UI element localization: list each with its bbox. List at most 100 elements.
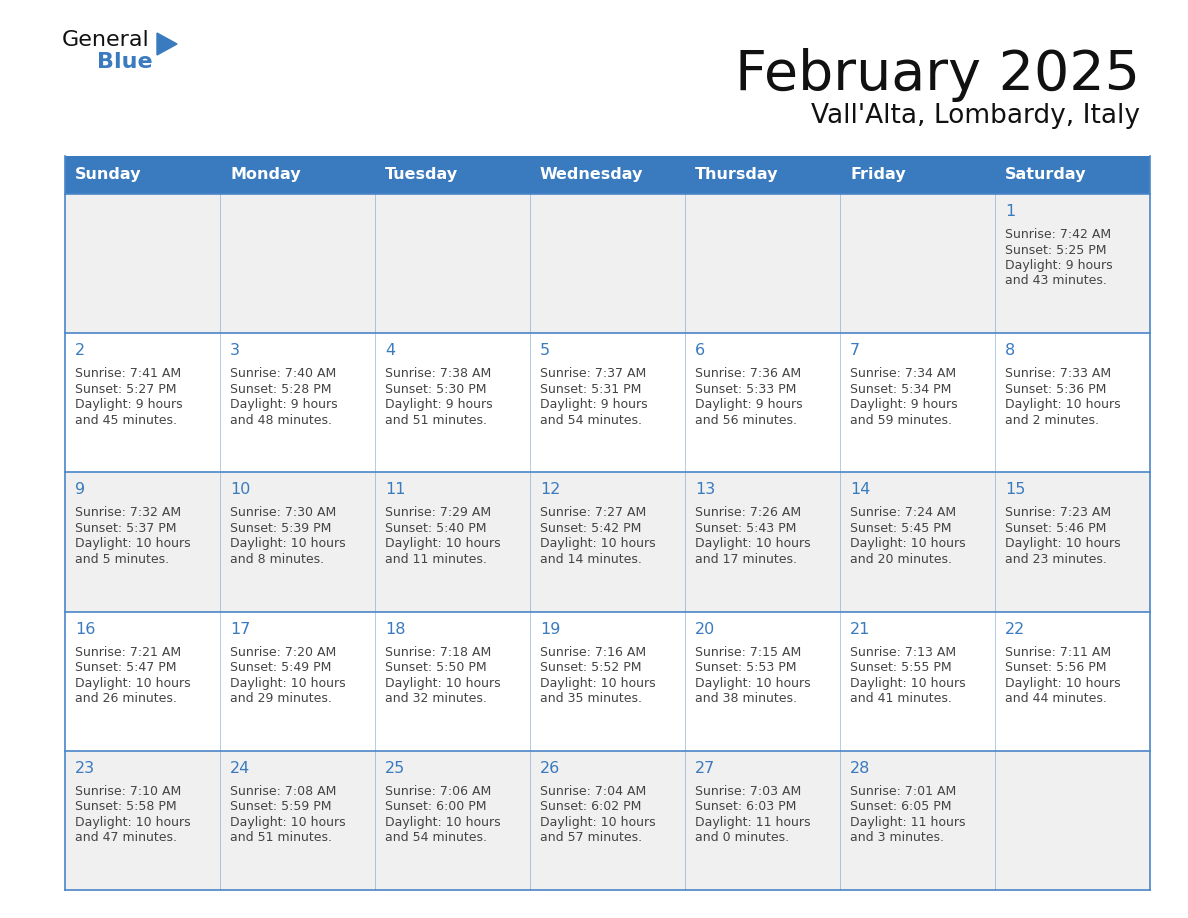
Text: Daylight: 10 hours: Daylight: 10 hours [230, 537, 346, 551]
Text: Sunrise: 7:06 AM: Sunrise: 7:06 AM [385, 785, 492, 798]
Text: Sunset: 5:53 PM: Sunset: 5:53 PM [695, 661, 796, 674]
Text: February 2025: February 2025 [735, 48, 1140, 102]
Text: Sunset: 5:47 PM: Sunset: 5:47 PM [75, 661, 177, 674]
Text: Sunrise: 7:10 AM: Sunrise: 7:10 AM [75, 785, 182, 798]
Text: Daylight: 10 hours: Daylight: 10 hours [230, 677, 346, 689]
Text: Sunset: 5:58 PM: Sunset: 5:58 PM [75, 800, 177, 813]
Text: Sunrise: 7:26 AM: Sunrise: 7:26 AM [695, 507, 801, 520]
Text: Sunrise: 7:42 AM: Sunrise: 7:42 AM [1005, 228, 1111, 241]
Text: Blue: Blue [97, 52, 152, 72]
Text: Sunset: 5:33 PM: Sunset: 5:33 PM [695, 383, 796, 396]
Text: and 43 minutes.: and 43 minutes. [1005, 274, 1107, 287]
Text: Sunrise: 7:18 AM: Sunrise: 7:18 AM [385, 645, 492, 658]
Bar [65, 194, 1150, 333]
Text: Daylight: 11 hours: Daylight: 11 hours [695, 816, 810, 829]
Text: Sunset: 6:05 PM: Sunset: 6:05 PM [849, 800, 952, 813]
Text: 17: 17 [230, 621, 251, 636]
Text: Sunset: 5:36 PM: Sunset: 5:36 PM [1005, 383, 1106, 396]
Text: Sunrise: 7:20 AM: Sunrise: 7:20 AM [230, 645, 336, 658]
Text: 11: 11 [385, 482, 405, 498]
Text: Daylight: 9 hours: Daylight: 9 hours [385, 398, 493, 411]
Text: Sunset: 5:31 PM: Sunset: 5:31 PM [541, 383, 642, 396]
Text: 12: 12 [541, 482, 561, 498]
Text: 23: 23 [75, 761, 95, 776]
Text: and 17 minutes.: and 17 minutes. [695, 553, 797, 565]
Text: 18: 18 [385, 621, 405, 636]
Text: Daylight: 10 hours: Daylight: 10 hours [385, 677, 500, 689]
Text: and 59 minutes.: and 59 minutes. [849, 414, 952, 427]
Text: Wednesday: Wednesday [541, 167, 644, 183]
Text: Daylight: 9 hours: Daylight: 9 hours [695, 398, 803, 411]
Text: 21: 21 [849, 621, 871, 636]
Text: Sunrise: 7:33 AM: Sunrise: 7:33 AM [1005, 367, 1111, 380]
Text: and 38 minutes.: and 38 minutes. [695, 692, 797, 705]
Text: Daylight: 10 hours: Daylight: 10 hours [1005, 398, 1120, 411]
Text: 13: 13 [695, 482, 715, 498]
Text: 26: 26 [541, 761, 561, 776]
Text: Daylight: 9 hours: Daylight: 9 hours [849, 398, 958, 411]
Text: Daylight: 10 hours: Daylight: 10 hours [541, 816, 656, 829]
Text: 6: 6 [695, 343, 706, 358]
Text: Sunrise: 7:01 AM: Sunrise: 7:01 AM [849, 785, 956, 798]
Text: and 51 minutes.: and 51 minutes. [230, 832, 331, 845]
Text: Sunset: 5:49 PM: Sunset: 5:49 PM [230, 661, 331, 674]
Text: Thursday: Thursday [695, 167, 778, 183]
Text: 22: 22 [1005, 621, 1025, 636]
Text: Daylight: 10 hours: Daylight: 10 hours [695, 537, 810, 551]
Text: Sunset: 5:25 PM: Sunset: 5:25 PM [1005, 243, 1106, 256]
Text: Daylight: 10 hours: Daylight: 10 hours [385, 537, 500, 551]
Text: Vall'Alta, Lombardy, Italy: Vall'Alta, Lombardy, Italy [811, 103, 1140, 129]
Text: 2: 2 [75, 343, 86, 358]
Text: and 2 minutes.: and 2 minutes. [1005, 414, 1099, 427]
Text: Sunset: 5:39 PM: Sunset: 5:39 PM [230, 522, 331, 535]
Text: and 20 minutes.: and 20 minutes. [849, 553, 952, 565]
Text: Daylight: 10 hours: Daylight: 10 hours [541, 537, 656, 551]
Text: General: General [62, 30, 150, 50]
Text: Daylight: 10 hours: Daylight: 10 hours [695, 677, 810, 689]
Text: Daylight: 10 hours: Daylight: 10 hours [849, 537, 966, 551]
Text: Daylight: 9 hours: Daylight: 9 hours [75, 398, 183, 411]
Text: Sunrise: 7:11 AM: Sunrise: 7:11 AM [1005, 645, 1111, 658]
Text: 5: 5 [541, 343, 550, 358]
Text: and 54 minutes.: and 54 minutes. [385, 832, 487, 845]
Text: Daylight: 10 hours: Daylight: 10 hours [1005, 537, 1120, 551]
Text: Sunset: 5:37 PM: Sunset: 5:37 PM [75, 522, 177, 535]
Text: Daylight: 10 hours: Daylight: 10 hours [1005, 677, 1120, 689]
Text: Daylight: 10 hours: Daylight: 10 hours [541, 677, 656, 689]
Text: Sunrise: 7:04 AM: Sunrise: 7:04 AM [541, 785, 646, 798]
Text: Daylight: 10 hours: Daylight: 10 hours [849, 677, 966, 689]
Text: and 47 minutes.: and 47 minutes. [75, 832, 177, 845]
Text: Sunset: 5:30 PM: Sunset: 5:30 PM [385, 383, 487, 396]
Text: Sunset: 5:46 PM: Sunset: 5:46 PM [1005, 522, 1106, 535]
Text: Sunset: 5:28 PM: Sunset: 5:28 PM [230, 383, 331, 396]
Text: Sunset: 6:02 PM: Sunset: 6:02 PM [541, 800, 642, 813]
Text: Sunrise: 7:40 AM: Sunrise: 7:40 AM [230, 367, 336, 380]
Text: and 48 minutes.: and 48 minutes. [230, 414, 331, 427]
Text: Sunset: 5:42 PM: Sunset: 5:42 PM [541, 522, 642, 535]
Text: and 32 minutes.: and 32 minutes. [385, 692, 487, 705]
Text: Sunrise: 7:16 AM: Sunrise: 7:16 AM [541, 645, 646, 658]
Text: Sunrise: 7:24 AM: Sunrise: 7:24 AM [849, 507, 956, 520]
Text: and 54 minutes.: and 54 minutes. [541, 414, 642, 427]
Text: Sunrise: 7:27 AM: Sunrise: 7:27 AM [541, 507, 646, 520]
Text: Monday: Monday [230, 167, 301, 183]
Text: Tuesday: Tuesday [385, 167, 459, 183]
Text: Daylight: 9 hours: Daylight: 9 hours [230, 398, 337, 411]
Text: Sunrise: 7:32 AM: Sunrise: 7:32 AM [75, 507, 181, 520]
Text: and 44 minutes.: and 44 minutes. [1005, 692, 1107, 705]
Text: and 41 minutes.: and 41 minutes. [849, 692, 952, 705]
Text: and 0 minutes.: and 0 minutes. [695, 832, 789, 845]
Text: 24: 24 [230, 761, 251, 776]
Text: Sunrise: 7:29 AM: Sunrise: 7:29 AM [385, 507, 491, 520]
Text: 28: 28 [849, 761, 871, 776]
Text: Sunset: 5:50 PM: Sunset: 5:50 PM [385, 661, 487, 674]
Text: and 11 minutes.: and 11 minutes. [385, 553, 487, 565]
Text: Daylight: 10 hours: Daylight: 10 hours [385, 816, 500, 829]
Text: Sunset: 5:55 PM: Sunset: 5:55 PM [849, 661, 952, 674]
Text: Daylight: 11 hours: Daylight: 11 hours [849, 816, 966, 829]
Text: 25: 25 [385, 761, 405, 776]
Text: Sunset: 5:52 PM: Sunset: 5:52 PM [541, 661, 642, 674]
Text: and 26 minutes.: and 26 minutes. [75, 692, 177, 705]
Text: Sunrise: 7:15 AM: Sunrise: 7:15 AM [695, 645, 801, 658]
Text: Sunrise: 7:13 AM: Sunrise: 7:13 AM [849, 645, 956, 658]
